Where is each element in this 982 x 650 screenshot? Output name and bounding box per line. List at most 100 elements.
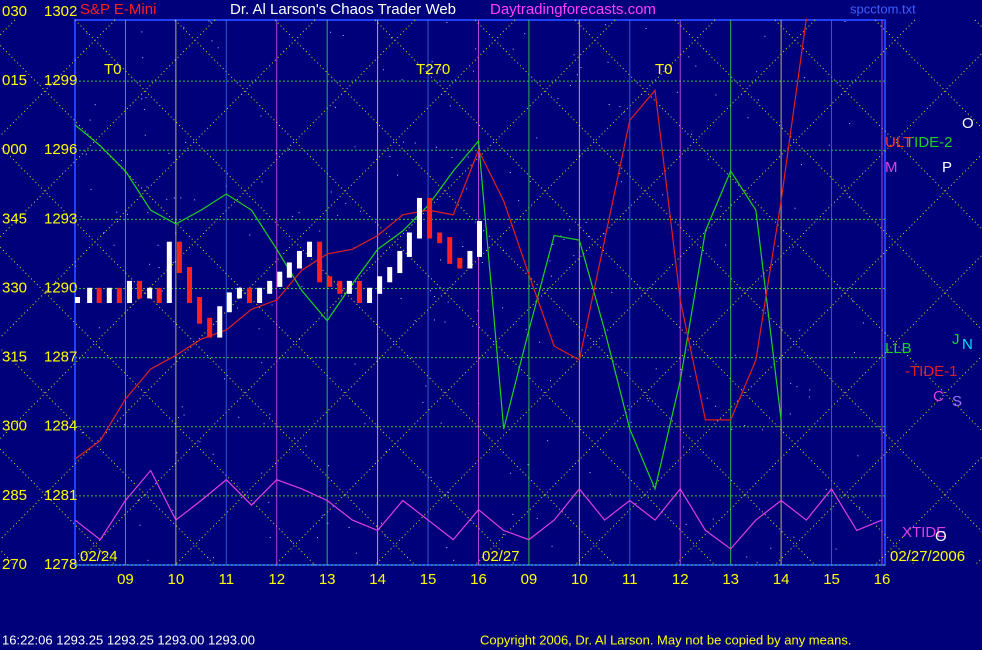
star-dot — [620, 181, 622, 183]
star-dot — [430, 476, 432, 478]
star-dot — [510, 472, 512, 474]
star-dot — [141, 31, 143, 33]
star-dot — [168, 152, 170, 154]
star-dot — [439, 490, 441, 492]
star-dot — [345, 202, 347, 204]
star-dot — [792, 246, 794, 248]
star-dot — [695, 65, 697, 67]
star-dot — [75, 285, 77, 287]
star-dot — [322, 514, 324, 516]
star-dot — [777, 245, 779, 247]
star-dot — [789, 413, 791, 415]
star-dot — [183, 414, 185, 416]
price-bar — [176, 241, 182, 274]
star-dot — [685, 523, 687, 525]
price-bar — [286, 262, 292, 278]
star-dot — [747, 117, 749, 119]
file-name: spcctom.txt — [850, 1, 916, 16]
star-dot — [238, 416, 240, 418]
star-dot — [744, 425, 746, 427]
star-dot — [80, 216, 82, 218]
star-dot — [518, 200, 520, 202]
star-dot — [646, 397, 648, 399]
annotation: P — [942, 159, 952, 176]
series-label: TIDE-2 — [905, 134, 953, 151]
x-tick-label: 10 — [168, 571, 185, 588]
star-dot — [475, 48, 477, 50]
star-dot — [268, 501, 270, 503]
chart-title: Dr. Al Larson's Chaos Trader Web — [230, 1, 456, 18]
star-dot — [449, 105, 451, 107]
x-tick-label: 12 — [672, 571, 689, 588]
star-dot — [444, 321, 446, 323]
star-dot — [627, 405, 629, 407]
star-dot — [144, 134, 146, 136]
x-tick-label: 14 — [773, 571, 790, 588]
star-dot — [425, 385, 427, 387]
star-dot — [116, 221, 118, 223]
star-dot — [301, 286, 303, 288]
star-dot — [853, 496, 855, 498]
annotation: O — [962, 115, 974, 132]
star-dot — [199, 441, 201, 443]
y-tick-label: 1302 — [44, 3, 77, 20]
star-dot — [261, 181, 263, 183]
star-dot — [662, 194, 664, 196]
star-dot — [217, 47, 219, 49]
star-dot — [337, 214, 339, 216]
star-dot — [382, 69, 384, 71]
star-dot — [676, 91, 678, 93]
star-dot — [569, 229, 571, 231]
star-dot — [626, 372, 628, 374]
star-dot — [603, 233, 605, 235]
x-tick-label: 15 — [420, 571, 437, 588]
angle-label: 285 — [2, 487, 27, 504]
star-dot — [355, 552, 357, 554]
price-bar — [457, 257, 463, 269]
star-dot — [316, 537, 318, 539]
x-tick-label: 09 — [521, 571, 538, 588]
star-dot — [712, 518, 714, 520]
star-dot — [269, 413, 271, 415]
star-dot — [623, 111, 625, 113]
star-dot — [149, 263, 151, 265]
star-dot — [359, 210, 361, 212]
star-dot — [551, 545, 553, 547]
star-dot — [78, 553, 80, 555]
price-bar — [427, 197, 433, 239]
star-dot — [809, 389, 811, 391]
star-dot — [528, 285, 530, 287]
star-dot — [271, 304, 273, 306]
star-dot — [550, 380, 552, 382]
angle-label: 030 — [2, 3, 27, 20]
price-bar — [166, 241, 172, 304]
star-dot — [808, 396, 810, 398]
tide-line — [74, 469, 883, 550]
star-dot — [414, 319, 416, 321]
star-dot — [166, 198, 168, 200]
annotation: T270 — [416, 61, 450, 78]
star-dot — [552, 243, 554, 245]
star-dot — [422, 401, 424, 403]
star-dot — [764, 35, 766, 37]
star-dot — [381, 522, 382, 524]
star-dot — [440, 259, 442, 261]
star-dot — [720, 205, 722, 207]
star-dot — [397, 174, 399, 176]
star-dot — [444, 495, 446, 497]
star-dot — [400, 297, 402, 299]
star-dot — [585, 221, 587, 223]
star-dot — [319, 230, 321, 232]
star-dot — [794, 207, 796, 209]
star-dot — [619, 106, 621, 108]
star-dot — [89, 119, 91, 121]
annotation: T0 — [104, 61, 122, 78]
star-dot — [731, 428, 733, 430]
star-dot — [446, 22, 448, 24]
price-bar — [267, 280, 273, 294]
x-tick-label: 11 — [622, 571, 638, 588]
star-dot — [746, 556, 748, 558]
star-dot — [429, 290, 431, 292]
price-bar — [346, 280, 352, 294]
